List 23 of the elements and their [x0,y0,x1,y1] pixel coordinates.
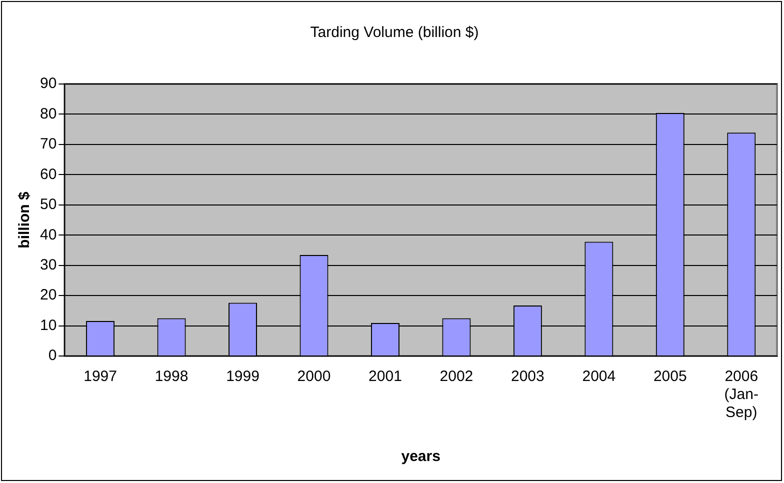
y-tick-label: 30 [40,256,57,274]
y-tick-label: 40 [40,226,57,244]
chart-title: Tarding Volume (billion $) [310,24,479,42]
y-tick-label: 20 [40,286,57,304]
x-tick-label: 2001 [368,368,402,386]
x-tick-label: 2005 [653,368,687,386]
y-tick-label: 10 [40,316,57,334]
x-tick-label: 2004 [582,368,616,386]
y-tick-label: 0 [48,347,57,364]
x-axis-title: years [401,448,440,466]
y-tick-label: 70 [40,136,57,153]
x-tick-label: 1998 [154,368,188,386]
y-tick-label: 60 [40,166,57,183]
x-tick-label: 1999 [226,368,260,386]
x-tick-label: 2003 [511,368,544,386]
y-tick-label: 50 [40,196,57,214]
y-axis-title: billion $ [16,191,34,248]
y-tick-label: 80 [40,105,57,122]
x-tick-label: 2006 (Jan-Sep) [724,368,758,422]
x-tick-label: 2002 [440,368,474,386]
y-tick-label: 90 [40,75,57,92]
x-tick-label: 2000 [297,368,331,386]
x-tick-label: 1997 [84,368,117,386]
